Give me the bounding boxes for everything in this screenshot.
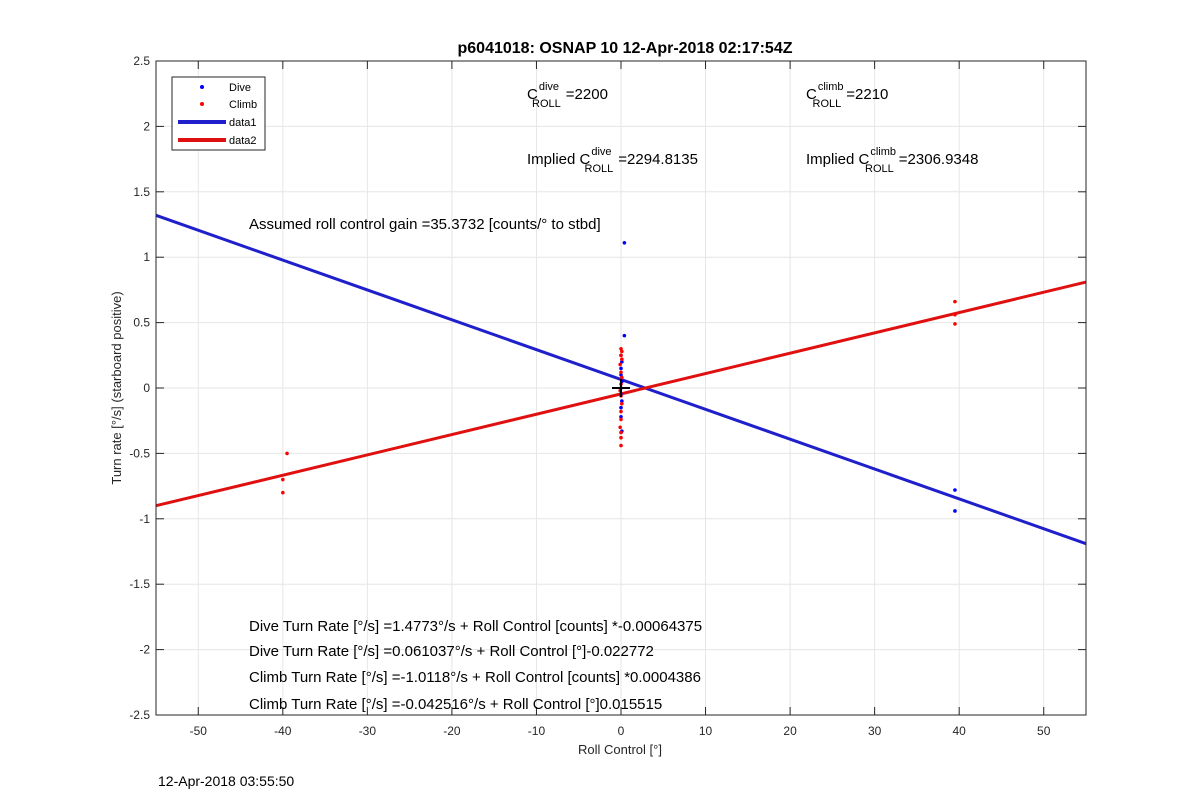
point-dive	[622, 241, 627, 245]
point-climb	[953, 322, 957, 326]
point-climb	[281, 490, 285, 495]
point-climb	[620, 401, 624, 406]
x-tick-label: 20	[783, 724, 797, 738]
equation-climb-degrees: Climb Turn Rate [°/s] =-0.042516°/s + Ro…	[249, 696, 662, 713]
y-tick-label: 0.5	[133, 316, 150, 330]
x-tick-label: 50	[1037, 724, 1051, 738]
y-tick-label: 2.5	[133, 54, 150, 68]
point-climb	[953, 312, 957, 317]
point-climb	[620, 357, 624, 362]
point-dive	[620, 360, 624, 364]
point-climb	[619, 435, 623, 440]
equation-dive-degrees: Dive Turn Rate [°/s] =0.061037°/s + Roll…	[249, 643, 654, 660]
equation-dive-counts: Dive Turn Rate [°/s] =1.4773°/s + Roll C…	[249, 618, 702, 635]
point-climb	[619, 430, 623, 435]
point-climb	[619, 353, 623, 358]
point-climb	[620, 375, 624, 380]
legend: Dive Climb data1 data2	[171, 76, 266, 151]
origin-marker	[612, 379, 630, 397]
point-climb	[285, 451, 289, 456]
y-axis-label: Turn rate [°/s] (starboard positive)	[109, 291, 124, 484]
point-climb	[953, 299, 957, 304]
point-dive	[622, 333, 627, 338]
y-tick-label: -1	[139, 512, 150, 526]
point-dive	[619, 405, 623, 410]
roll-gain-annotation: Assumed roll control gain =35.3732 [coun…	[249, 216, 601, 233]
x-tick-label: 10	[699, 724, 713, 738]
y-tick-label: 2	[143, 119, 150, 133]
y-tick-label: -0.5	[129, 446, 150, 460]
point-climb	[619, 417, 623, 422]
point-climb	[619, 409, 623, 414]
axis-ticks: -50 -40 -30 -20 -10 0 10 20 30 40 50-2.5-2-1.5-1-0…	[129, 54, 1086, 738]
point-dive	[620, 399, 624, 403]
legend-box	[171, 76, 266, 151]
x-tick-label: -50	[190, 724, 208, 738]
point-dive	[953, 509, 957, 513]
x-tick-label: -30	[359, 724, 377, 738]
x-tick-label: -10	[528, 724, 546, 738]
chart-title: p6041018: OSNAP 10 12-Apr-2018 02:17:54Z	[458, 40, 793, 57]
x-tick-label: -40	[274, 724, 292, 738]
point-dive	[619, 366, 623, 371]
c-roll-climb-annotation: Cclimb ROLL=2210	[806, 81, 888, 110]
equation-climb-counts: Climb Turn Rate [°/s] =-1.0118°/s + Roll…	[249, 669, 701, 686]
y-tick-label: -2	[139, 643, 150, 657]
legend-data1-label: data1	[229, 117, 257, 129]
footer-timestamp: 12-Apr-2018 03:55:50	[158, 773, 295, 789]
x-tick-label: 0	[618, 724, 625, 738]
legend-data2-label: data2	[229, 135, 257, 147]
point-climb	[619, 443, 623, 448]
legend-dive-marker	[200, 85, 204, 89]
x-tick-label: 30	[868, 724, 882, 738]
c-roll-dive-annotation: Cdive ROLL=2200	[527, 81, 608, 110]
y-tick-label: -2.5	[129, 708, 150, 722]
legend-climb-marker	[200, 102, 204, 106]
implied-c-roll-climb-annotation: Implied Cclimb ROLL=2306.9348	[806, 146, 978, 175]
y-tick-label: 1	[143, 250, 150, 264]
x-axis-label: Roll Control [°]	[578, 742, 662, 757]
implied-c-roll-dive-annotation: Implied Cdive ROLL=2294.8135	[527, 146, 698, 175]
data-points	[281, 241, 957, 513]
point-dive	[619, 414, 623, 419]
x-tick-label: 40	[953, 724, 967, 738]
point-climb	[281, 477, 285, 482]
point-climb	[619, 370, 623, 375]
legend-climb-label: Climb	[229, 99, 257, 111]
y-tick-label: -1.5	[129, 577, 150, 591]
point-climb	[618, 425, 622, 430]
x-tick-label: -20	[443, 724, 461, 738]
point-climb	[620, 349, 624, 354]
y-tick-label: 0	[143, 381, 150, 395]
point-climb	[618, 362, 622, 367]
point-dive	[953, 488, 957, 492]
legend-dive-label: Dive	[229, 82, 251, 94]
y-tick-label: 1.5	[133, 185, 150, 199]
